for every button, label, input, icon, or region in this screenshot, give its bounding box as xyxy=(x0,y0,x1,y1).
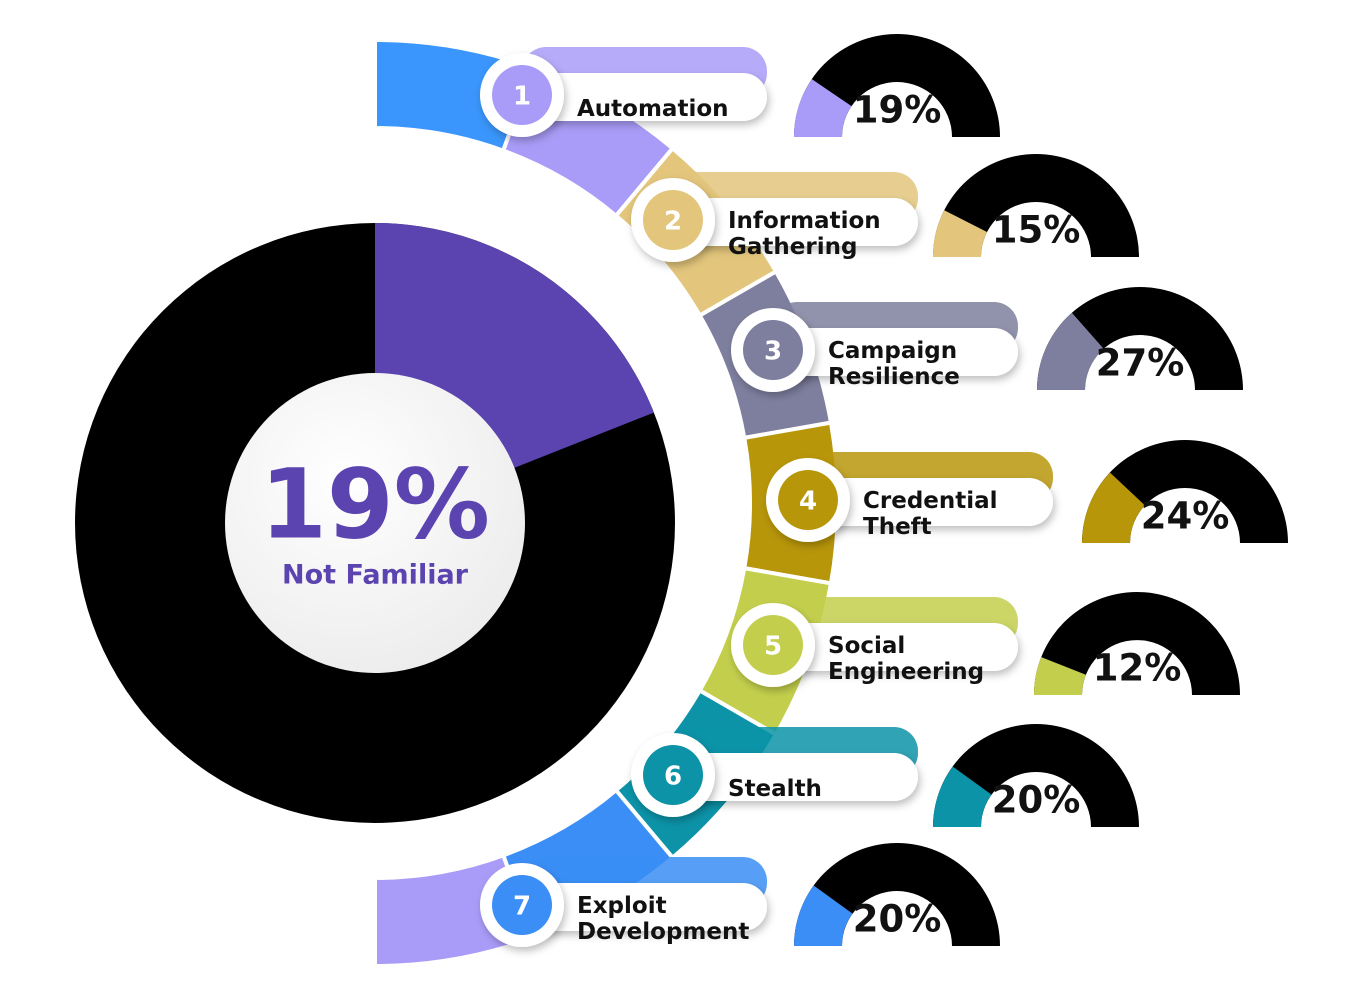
gauge-label: 19% xyxy=(853,89,942,132)
pill xyxy=(522,73,767,121)
gauge-label: 27% xyxy=(1096,342,1185,385)
gauge-value xyxy=(1037,312,1104,390)
gauge-label: 24% xyxy=(1141,495,1230,538)
pill xyxy=(673,753,918,801)
item-number: 7 xyxy=(513,892,531,922)
gauge-label: 15% xyxy=(992,209,1081,252)
gauge-value xyxy=(1034,657,1086,695)
item-number: 3 xyxy=(764,337,782,367)
item-label: Automation xyxy=(577,96,729,122)
gauge-value xyxy=(933,210,987,257)
number-badge xyxy=(743,615,803,675)
gauge-value xyxy=(794,885,853,946)
gauge-track xyxy=(1034,592,1240,695)
pill xyxy=(522,883,767,931)
gauge-value xyxy=(794,79,852,137)
item-label: Information Gathering xyxy=(728,208,881,260)
number-badge xyxy=(643,190,703,250)
item-label: Campaign Resilience xyxy=(828,338,960,390)
gauge-label: 12% xyxy=(1093,647,1182,690)
donut-value: 19% xyxy=(260,448,490,560)
gauge-value xyxy=(1082,472,1145,543)
donut-label: Not Familiar xyxy=(282,560,469,591)
number-badge xyxy=(492,875,552,935)
item-label: Credential Theft xyxy=(863,488,998,540)
gauge-label: 20% xyxy=(853,898,942,941)
item-number: 5 xyxy=(764,632,782,662)
number-badge xyxy=(778,470,838,530)
number-badge xyxy=(643,745,703,805)
donut-hole xyxy=(225,373,525,673)
item-label: Stealth xyxy=(728,776,822,802)
number-badge xyxy=(492,65,552,125)
item-number: 2 xyxy=(664,207,682,237)
gauge-label: 20% xyxy=(992,779,1081,822)
pill xyxy=(773,623,1018,671)
pill xyxy=(673,198,918,246)
item-label: Social Engineering xyxy=(828,633,985,685)
item-number: 1 xyxy=(513,82,531,112)
item-label: Exploit Development xyxy=(577,893,750,945)
item-number: 4 xyxy=(799,487,817,517)
number-badge xyxy=(743,320,803,380)
item-number: 6 xyxy=(664,762,682,792)
pill xyxy=(773,328,1018,376)
pill xyxy=(808,478,1053,526)
gauge-value xyxy=(933,766,992,827)
